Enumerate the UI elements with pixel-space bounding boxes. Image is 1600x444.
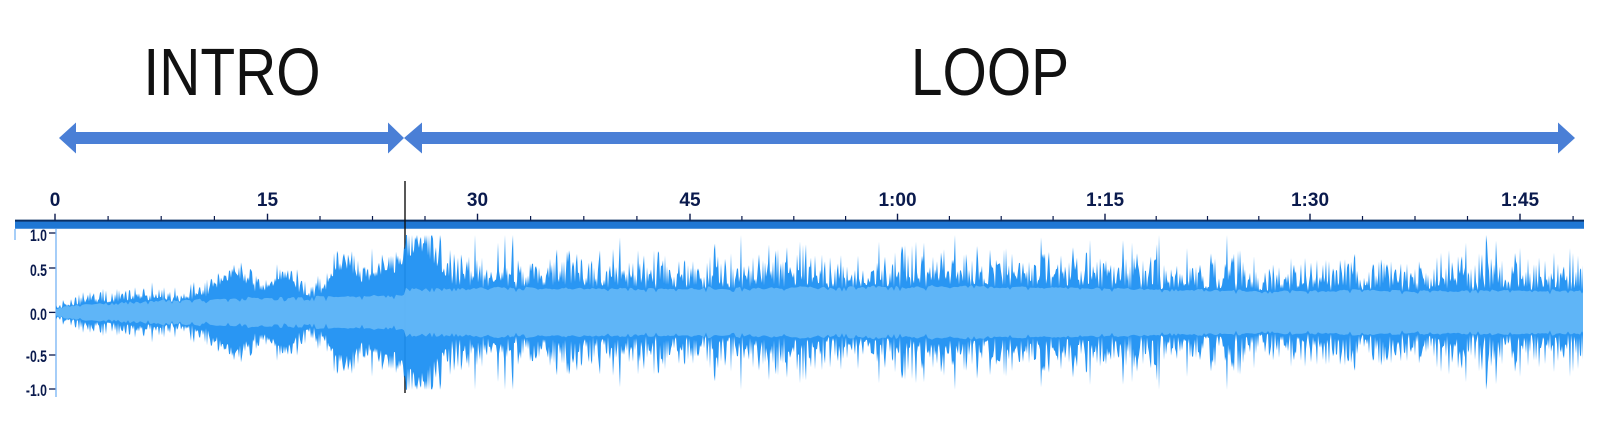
svg-text:1:45: 1:45 xyxy=(1501,190,1539,211)
svg-text:-0.5: -0.5 xyxy=(26,348,47,366)
svg-text:0.5: 0.5 xyxy=(30,262,47,280)
svg-text:1:15: 1:15 xyxy=(1086,190,1124,211)
svg-text:0.0: 0.0 xyxy=(30,306,47,324)
svg-text:45: 45 xyxy=(679,190,701,211)
svg-text:INTRO: INTRO xyxy=(143,36,320,110)
svg-text:1:30: 1:30 xyxy=(1291,190,1329,211)
svg-text:1.0: 1.0 xyxy=(30,227,47,245)
svg-text:1:00: 1:00 xyxy=(878,190,916,211)
svg-text:-1.0: -1.0 xyxy=(26,382,47,400)
svg-text:LOOP: LOOP xyxy=(911,36,1069,110)
svg-text:15: 15 xyxy=(257,190,279,211)
svg-text:0: 0 xyxy=(50,190,61,211)
svg-text:30: 30 xyxy=(467,190,488,211)
